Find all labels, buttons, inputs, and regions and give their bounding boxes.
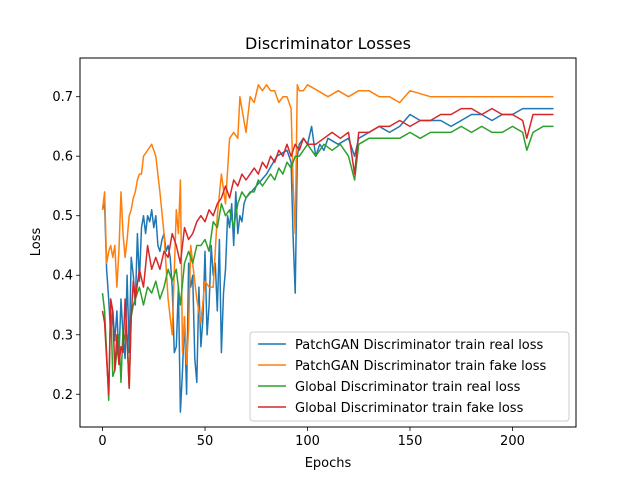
- legend-label: Global Discriminator train real loss: [295, 380, 521, 395]
- x-tick-label: 150: [398, 434, 423, 449]
- series-line-2: [101, 84, 554, 366]
- y-tick-label: 0.6: [52, 150, 73, 165]
- y-tick-label: 0.5: [52, 209, 73, 224]
- axis-ticks: 0 50 100 150 200 0.2 0.3 0.4 0.5 0.6 0.7: [52, 90, 525, 449]
- y-tick-label: 0.4: [52, 269, 73, 284]
- x-tick-label: 100: [295, 434, 320, 449]
- y-tick-label: 0.3: [52, 328, 73, 343]
- legend-box: [249, 331, 570, 422]
- legend-label: PatchGAN Discriminator train real loss: [295, 338, 544, 353]
- chart-title: Discriminator Losses: [245, 34, 411, 53]
- x-axis-label: Epochs: [305, 456, 352, 471]
- legend: PatchGAN Discriminator train real loss Pa…: [249, 331, 570, 422]
- plot-area: [101, 84, 554, 413]
- y-tick-label: 0.2: [52, 388, 73, 403]
- x-tick-label: 50: [197, 434, 214, 449]
- series-line-4: [101, 107, 554, 396]
- axes-frame: [79, 57, 577, 428]
- x-tick-label: 0: [98, 434, 106, 449]
- legend-label: Global Discriminator train fake loss: [295, 401, 524, 416]
- y-tick-label: 0.7: [52, 90, 73, 105]
- y-axis-label: Loss: [29, 228, 44, 257]
- x-tick-label: 200: [500, 434, 525, 449]
- legend-label: PatchGAN Discriminator train fake loss: [295, 359, 547, 374]
